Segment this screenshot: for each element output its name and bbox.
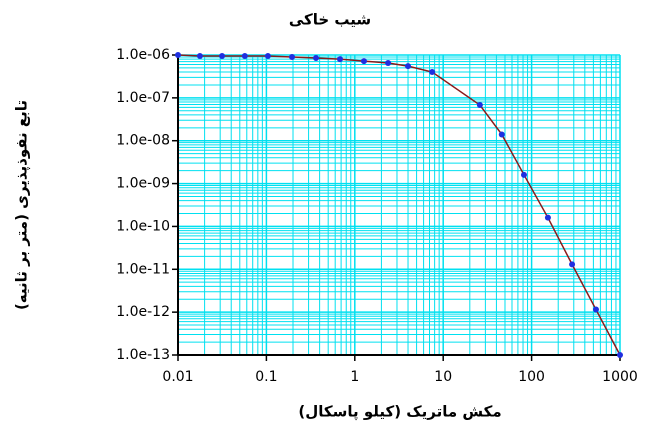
chart-title: شیب خاکی — [289, 11, 371, 29]
data-point — [336, 56, 343, 63]
y-tick-label: 1.0e-06 — [116, 47, 170, 63]
data-point — [429, 69, 436, 76]
data-point — [196, 52, 203, 59]
data-point — [241, 52, 248, 59]
x-tick-label: 10 — [434, 369, 452, 385]
data-point — [264, 52, 271, 59]
y-tick-label: 1.0e-12 — [116, 304, 170, 320]
data-point — [592, 306, 599, 313]
y-tick-label: 1.0e-08 — [116, 133, 170, 149]
x-tick-label: 0.01 — [162, 369, 193, 385]
data-point — [289, 53, 296, 60]
data-point — [360, 58, 367, 65]
data-point — [498, 131, 505, 138]
x-axis-label: مکش ماتریک (کیلو پاسکال) — [298, 403, 501, 422]
x-tick-label: 1000 — [602, 369, 638, 385]
data-point — [617, 352, 623, 358]
data-point — [520, 171, 527, 178]
x-tick-label: 100 — [518, 369, 545, 385]
data-point — [313, 55, 320, 62]
data-point — [219, 52, 226, 59]
y-tick-label: 1.0e-10 — [116, 218, 170, 234]
data-point — [544, 214, 551, 221]
x-tick-label: 0.1 — [255, 369, 277, 385]
y-axis-label: تابع نفوذپذیری (متر بر ثانیه) — [13, 100, 32, 310]
y-tick-label: 1.0e-13 — [116, 347, 170, 363]
data-point — [405, 63, 412, 70]
data-point — [476, 102, 483, 109]
y-tick-label: 1.0e-09 — [116, 176, 170, 192]
y-tick-label: 1.0e-11 — [116, 261, 170, 277]
data-point — [569, 261, 576, 268]
y-tick-label: 1.0e-07 — [116, 90, 170, 106]
data-point — [175, 52, 181, 58]
x-tick-label: 1 — [350, 369, 359, 385]
data-point — [385, 60, 392, 67]
